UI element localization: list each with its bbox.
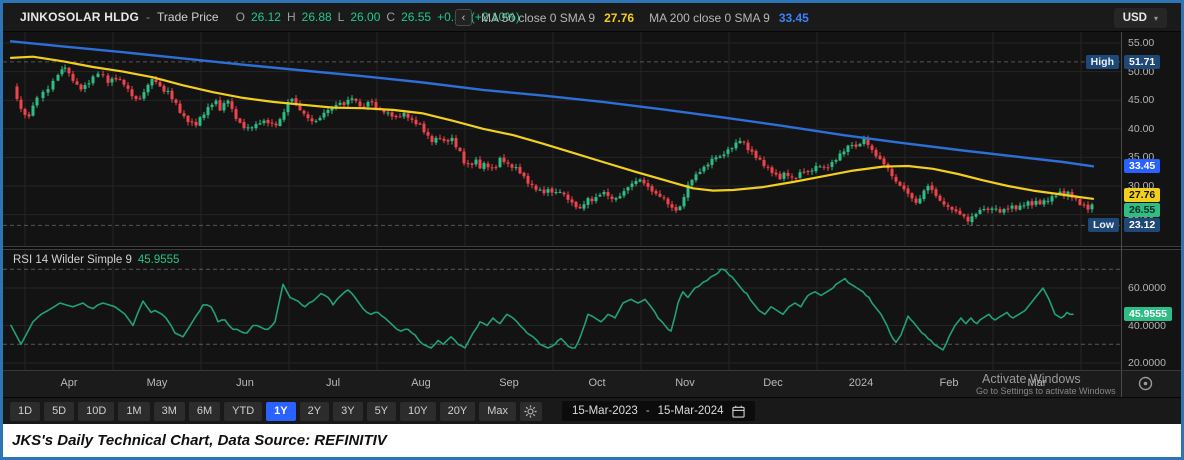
price-tick-label: 45.00 (1128, 94, 1155, 107)
period-high-badge: 51.71 (1124, 54, 1161, 69)
price-tick-label: 55.00 (1128, 37, 1155, 49)
axis-separator-line (1121, 32, 1122, 370)
instrument-name: JINKOSOLAR HLDG (20, 10, 140, 24)
rsi-tick-label: 60.0000 (1128, 282, 1166, 294)
ma50-axis-badge: 27.76 (1124, 188, 1161, 202)
price-tick-label: 40.00 (1128, 122, 1155, 135)
activate-windows-subtext: Go to Settings to activate Windows (976, 386, 1116, 396)
ma200-value: 33.45 (778, 10, 809, 25)
chevron-down-icon: ▾ (1153, 13, 1158, 23)
legend-separator: - (146, 10, 151, 24)
month-label: Sep (499, 377, 519, 389)
period-high-label: High (1085, 54, 1119, 69)
rsi-legend: RSI 14 Wilder Simple 9 45.9555 (13, 254, 179, 266)
collapse-chevron-icon[interactable]: ‹ (455, 9, 472, 26)
range-button-5y[interactable]: 5Y (366, 401, 397, 421)
ma200-label: MA 200 close 0 SMA 9 (649, 10, 770, 25)
month-label: Jul (325, 377, 341, 389)
rsi-axis-badge: 45.9555 (1124, 307, 1172, 322)
currency-dropdown[interactable]: USD ▾ (1113, 8, 1167, 28)
month-label: Dec (763, 377, 783, 389)
date-range-picker[interactable]: 15-Mar-2023 - 15-Mar-2024 (561, 401, 755, 421)
axis-separator-line (1121, 371, 1122, 398)
close-value: 26.55 (401, 10, 432, 24)
range-button-1y[interactable]: 1Y (266, 401, 296, 421)
rsi-value: 45.9555 (137, 254, 180, 266)
pane-divider[interactable] (3, 246, 1181, 250)
price-chart-pane[interactable] (3, 32, 1121, 246)
ma-legend: ‹ MA 50 close 0 SMA 9 27.76 MA 200 close… (455, 3, 809, 32)
last-price-badge: 26.55 (1124, 203, 1161, 217)
range-button-5d[interactable]: 5D (44, 401, 75, 421)
currency-label: USD (1122, 12, 1147, 24)
ma50-value: 27.76 (604, 10, 635, 25)
open-label: O (235, 10, 245, 24)
period-low-label: Low (1088, 218, 1119, 233)
range-button-max[interactable]: Max (479, 401, 516, 421)
range-button-3m[interactable]: 3M (153, 401, 185, 421)
chart-settings-button[interactable] (519, 401, 542, 421)
range-button-3y[interactable]: 3Y (333, 401, 363, 421)
chart-header: JINKOSOLAR HLDG - Trade Price O 26.12 H 26… (3, 3, 1181, 32)
month-label: May (146, 377, 168, 389)
range-button-ytd[interactable]: YTD (224, 401, 263, 421)
period-low-badge: 23.12 (1124, 218, 1161, 233)
time-axis[interactable]: Activate Windows Go to Settings to activ… (3, 370, 1181, 398)
low-value: 26.00 (350, 10, 381, 24)
date-separator: - (645, 405, 650, 417)
month-label: Aug (411, 377, 431, 389)
month-label: 2024 (848, 377, 874, 389)
high-value: 26.88 (301, 10, 332, 24)
month-label: Nov (675, 377, 695, 389)
month-label: Oct (588, 377, 606, 389)
range-button-10d[interactable]: 10D (78, 401, 115, 421)
rsi-chart-pane[interactable] (3, 250, 1121, 370)
ma200-axis-badge: 33.45 (1124, 159, 1161, 174)
month-label: Mar (1027, 377, 1047, 389)
range-button-6m[interactable]: 6M (188, 401, 221, 421)
rsi-tick-label: 40.0000 (1128, 319, 1166, 332)
range-button-20y[interactable]: 20Y (439, 401, 476, 421)
ma50-label: MA 50 close 0 SMA 9 (481, 10, 596, 25)
price-axis[interactable]: 55.0050.0045.0040.0035.0030.0025.00High5… (1083, 32, 1181, 370)
range-button-1d[interactable]: 1D (10, 401, 41, 421)
activate-windows-watermark: Activate Windows (982, 372, 1081, 386)
instrument-legend: JINKOSOLAR HLDG - Trade Price O 26.12 H 26… (3, 10, 520, 24)
gear-icon (524, 404, 538, 418)
range-button-1m[interactable]: 1M (118, 401, 150, 421)
month-label: Apr (60, 377, 78, 389)
range-button-10y[interactable]: 10Y (400, 401, 436, 421)
axis-settings-icon[interactable] (1137, 375, 1154, 392)
rsi-tick-label: 20.0000 (1128, 357, 1166, 369)
chart-application: JINKOSOLAR HLDG - Trade Price O 26.12 H 26… (3, 3, 1181, 424)
date-to: 15-Mar-2024 (657, 405, 724, 417)
close-label: C (386, 10, 396, 24)
month-label: Feb (939, 377, 959, 389)
series-name: Trade Price (157, 10, 219, 24)
figure-caption: JKS's Daily Technical Chart, Data Source… (3, 424, 1181, 457)
range-toolbar: 1D 5D 10D 1M 3M 6M YTD 1Y 2Y 3Y 5Y 10Y 20Y Max 15-Mar… (3, 397, 1181, 424)
rsi-title: RSI 14 Wilder Simple 9 (13, 254, 132, 266)
range-button-2y[interactable]: 2Y (299, 401, 330, 421)
month-label: Jun (236, 377, 254, 389)
low-label: L (337, 10, 345, 24)
calendar-icon (731, 405, 745, 418)
date-from: 15-Mar-2023 (571, 405, 638, 417)
high-label: H (286, 10, 296, 24)
open-value: 26.12 (250, 10, 281, 24)
